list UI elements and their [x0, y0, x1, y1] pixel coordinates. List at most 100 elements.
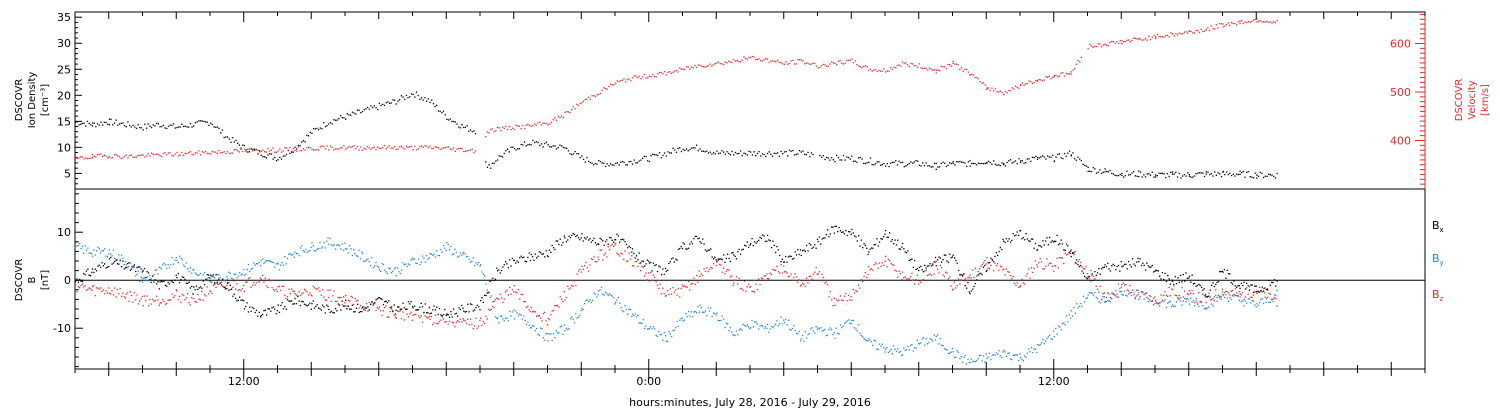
density-point [1141, 176, 1143, 178]
bz-point [783, 265, 785, 267]
by-point [1138, 291, 1140, 294]
velocity-point [736, 60, 738, 62]
by-point [1039, 343, 1041, 346]
by-point [1088, 292, 1091, 294]
bx-point [473, 309, 476, 311]
by-point [1036, 351, 1038, 354]
bx-point [716, 260, 718, 263]
density-point [1055, 156, 1057, 158]
bz-point [395, 317, 397, 319]
by-point [1042, 338, 1044, 340]
density-point [495, 160, 497, 162]
by-point [1120, 286, 1122, 288]
density-point [1259, 171, 1261, 173]
velocity-point [770, 60, 772, 62]
bz-point [540, 317, 542, 319]
by-point [464, 253, 466, 255]
velocity-point [1101, 45, 1103, 48]
density-point [83, 122, 85, 124]
by-point [974, 361, 977, 363]
bx-point [562, 241, 564, 244]
bx-point [448, 316, 451, 318]
density-point [657, 154, 659, 156]
bz-point [637, 265, 639, 268]
velocity-point [194, 152, 197, 154]
velocity-point [819, 66, 821, 69]
by-point [136, 273, 138, 275]
density-point [204, 121, 207, 123]
by-point [1184, 297, 1186, 300]
bx-point [1057, 244, 1060, 246]
density-point [655, 154, 657, 156]
by-point [313, 250, 316, 252]
bx-point [718, 258, 721, 260]
velocity-point [486, 131, 489, 133]
by-point [812, 330, 815, 332]
by-point [980, 354, 982, 357]
density-point [935, 168, 937, 170]
bx-point [866, 247, 868, 249]
density-point [1095, 172, 1098, 174]
density-point [744, 153, 747, 155]
bx-point [1107, 262, 1109, 265]
bz-point [257, 280, 259, 282]
bx-point [922, 271, 925, 273]
by-point [334, 248, 337, 250]
velocity-point [1072, 69, 1074, 71]
by-point [1247, 298, 1249, 300]
bz-point [824, 282, 826, 284]
bz-point [1142, 292, 1144, 294]
bx-point [1160, 278, 1162, 280]
velocity-point [1209, 29, 1211, 32]
by-point [915, 347, 917, 349]
bz-point [1030, 267, 1033, 269]
by-point [959, 357, 961, 360]
by-point [1109, 301, 1112, 303]
bz-point [1244, 296, 1247, 298]
bx-point [982, 266, 985, 268]
by-point [748, 326, 750, 328]
bz-point [397, 310, 399, 312]
bz-point [870, 268, 873, 270]
bx-point [1078, 265, 1080, 268]
velocity-point [841, 62, 843, 64]
density-point [1197, 172, 1199, 174]
bz-point [417, 315, 420, 317]
by-point [485, 283, 487, 285]
bz-point [828, 296, 830, 298]
velocity-point [167, 152, 170, 154]
bz-point [437, 323, 439, 325]
density-point [525, 145, 527, 147]
bz-point [384, 307, 386, 309]
bx-point [1099, 273, 1101, 275]
bz-point [1233, 293, 1235, 295]
by-point [554, 337, 556, 339]
velocity-point [1041, 80, 1044, 82]
bx-point [298, 300, 300, 302]
density-point [1062, 157, 1064, 160]
by-point [450, 245, 452, 248]
bx-point [77, 281, 79, 283]
bx-point [1248, 289, 1251, 291]
bz-point [1209, 296, 1211, 298]
by-point [617, 296, 619, 299]
bz-point [340, 296, 342, 299]
by-point [619, 302, 621, 304]
velocity-point [550, 121, 553, 124]
bz-point [679, 296, 681, 298]
density-point [559, 144, 561, 146]
bx-point [1150, 266, 1152, 268]
density-point [1087, 166, 1089, 168]
bz-point [1077, 260, 1079, 263]
top-ylabel-left-line3: [cm⁻³] [40, 84, 51, 116]
bz-point [413, 313, 416, 316]
bz-point [226, 281, 229, 283]
bx-point [338, 304, 341, 306]
bz-point [603, 254, 605, 256]
velocity-point [461, 148, 463, 150]
by-point [243, 274, 246, 277]
bz-point [1076, 262, 1078, 265]
by-point [651, 328, 653, 330]
velocity-point [221, 152, 224, 154]
by-point [1019, 353, 1021, 355]
